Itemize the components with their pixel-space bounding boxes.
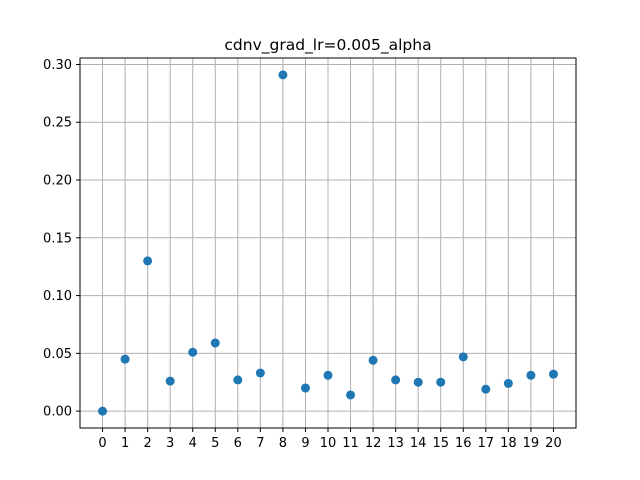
y-tick-label: 0.05 — [43, 347, 72, 362]
data-point — [210, 338, 220, 348]
x-tick-label: 8 — [279, 436, 287, 451]
data-point — [436, 377, 446, 387]
data-point — [188, 347, 198, 357]
data-point — [278, 70, 288, 80]
data-point — [413, 377, 423, 387]
data-point — [503, 378, 513, 388]
x-tick-label: 15 — [432, 436, 449, 451]
data-point — [548, 369, 558, 379]
x-tick-label: 16 — [455, 436, 472, 451]
data-point — [458, 352, 468, 362]
data-point — [391, 375, 401, 385]
x-tick-label: 2 — [143, 436, 151, 451]
y-tick-label: 0.10 — [43, 289, 72, 304]
data-point — [165, 376, 175, 386]
x-tick-label: 20 — [545, 436, 562, 451]
x-tick-label: 14 — [410, 436, 427, 451]
x-tick-label: 19 — [523, 436, 540, 451]
data-point — [120, 354, 130, 364]
data-point — [346, 390, 356, 400]
x-tick-label: 18 — [500, 436, 517, 451]
plot-frame — [79, 57, 577, 429]
y-tick-label: 0.30 — [43, 58, 72, 73]
data-point — [526, 370, 536, 380]
x-tick-label: 17 — [478, 436, 495, 451]
x-tick-label: 7 — [256, 436, 264, 451]
data-point — [143, 256, 153, 266]
x-tick-label: 12 — [365, 436, 382, 451]
data-point — [233, 375, 243, 385]
data-point — [300, 383, 310, 393]
x-tick-label: 0 — [98, 436, 106, 451]
x-tick-label: 9 — [301, 436, 309, 451]
x-tick-label: 5 — [211, 436, 219, 451]
x-tick-label: 6 — [234, 436, 242, 451]
x-tick-label: 4 — [189, 436, 197, 451]
data-point — [368, 355, 378, 365]
chart-title: cdnv_grad_lr=0.005_alpha — [224, 36, 431, 55]
axis-ticks: 0 1 2 3 4 5 6 7 8 9 10 11 12 13 14 15 16 17 18 19 200.000.05… — [43, 58, 562, 451]
grid-lines — [80, 58, 576, 428]
y-tick-label: 0.20 — [43, 174, 72, 189]
data-points — [98, 70, 558, 416]
y-tick-label: 0.15 — [43, 231, 72, 246]
data-point — [323, 370, 333, 380]
x-tick-label: 10 — [320, 436, 337, 451]
data-point — [98, 406, 108, 416]
data-point — [481, 384, 491, 394]
y-tick-label: 0.25 — [43, 116, 72, 131]
data-point — [255, 368, 265, 378]
x-tick-label: 3 — [166, 436, 174, 451]
y-tick-label: 0.00 — [43, 405, 72, 420]
x-tick-label: 11 — [342, 436, 359, 451]
x-tick-label: 1 — [121, 436, 129, 451]
x-tick-label: 13 — [387, 436, 404, 451]
